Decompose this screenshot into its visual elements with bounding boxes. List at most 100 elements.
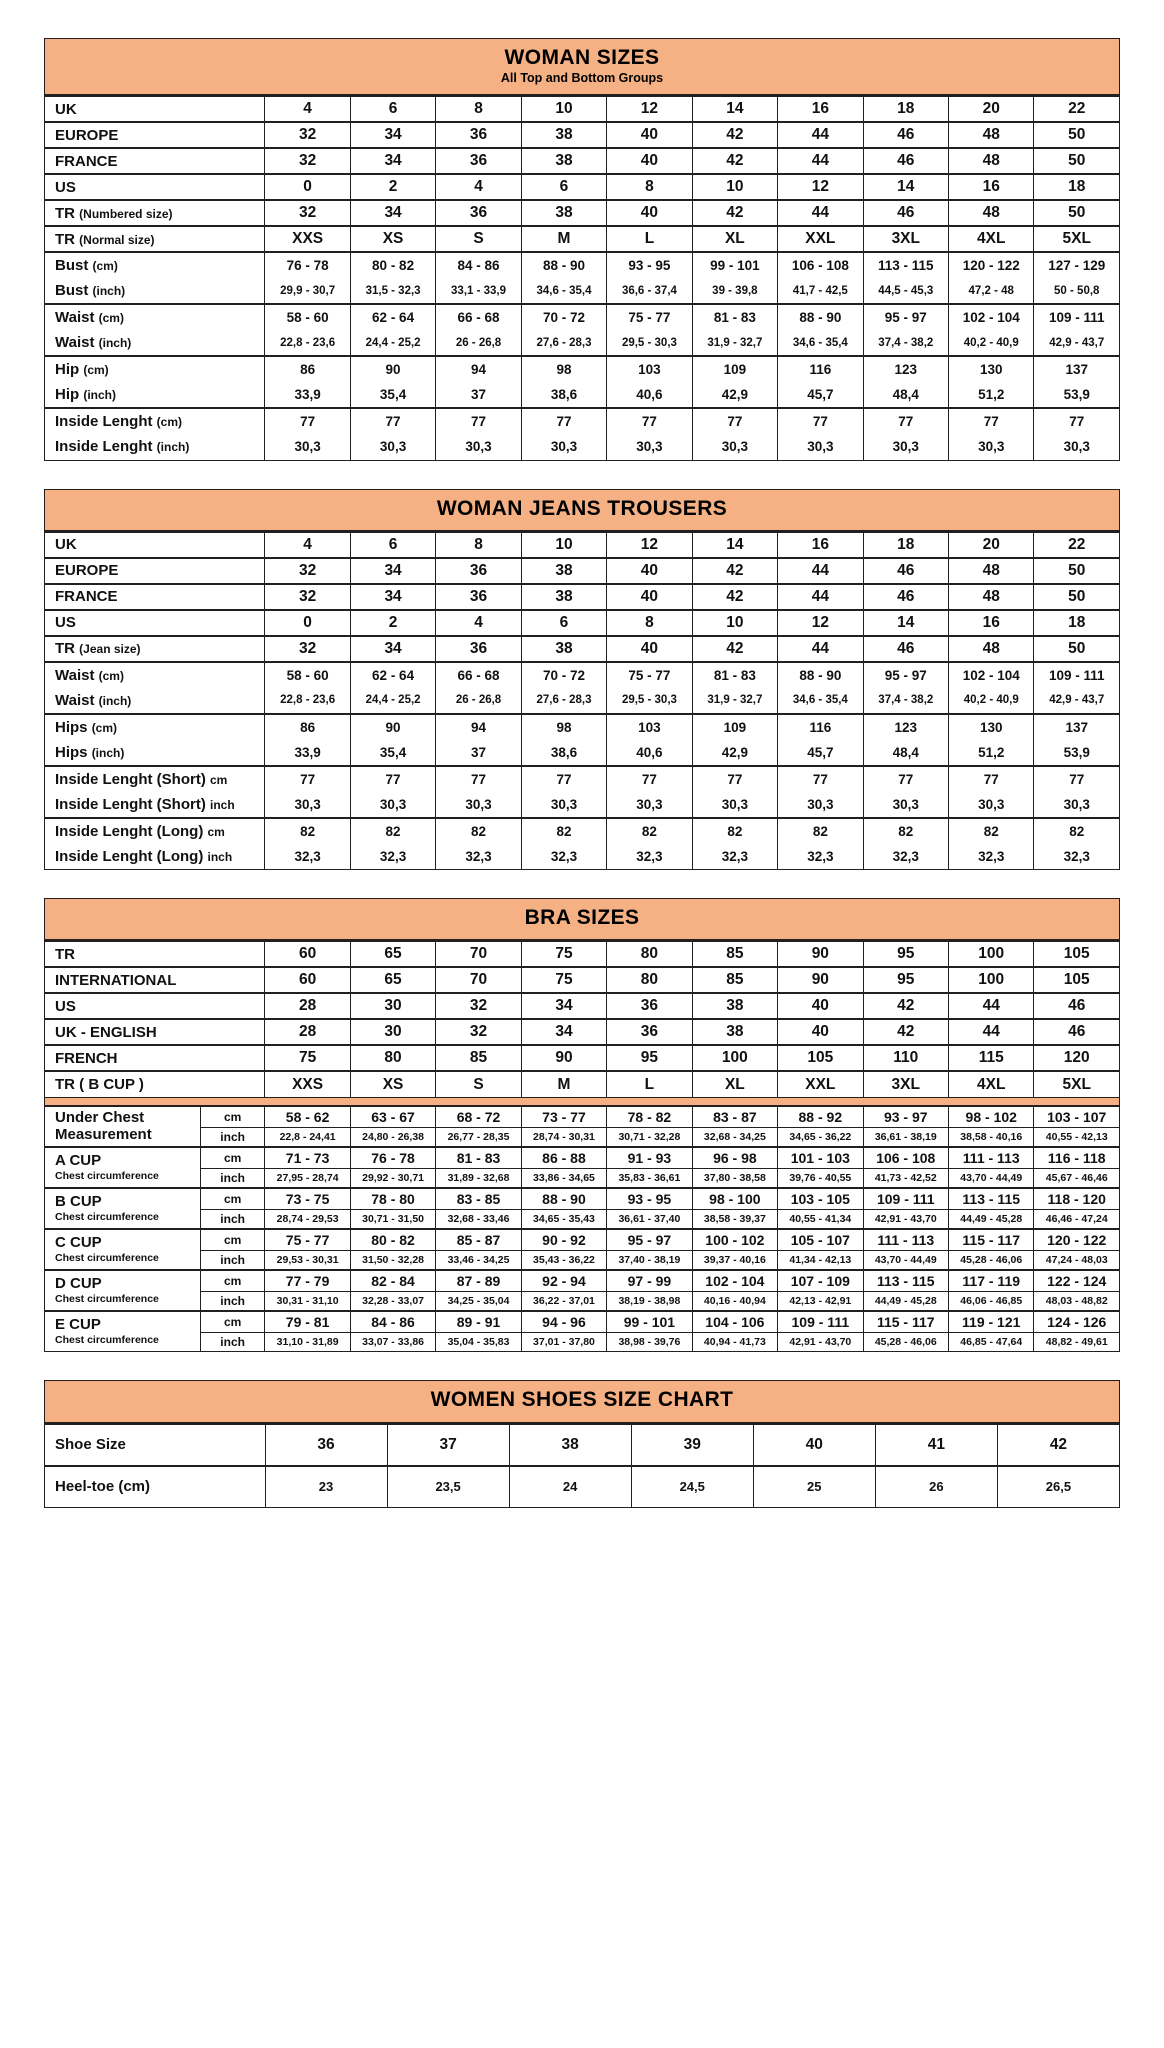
- table-cell: XS: [349, 1070, 437, 1098]
- table-cell: 12: [777, 608, 864, 637]
- table-cell: 47,24 - 48,03: [1033, 1250, 1120, 1271]
- table-cell: 65: [349, 940, 437, 968]
- table-cell: 77: [520, 407, 608, 435]
- row-label-text: Waist: [55, 309, 95, 327]
- row-label-text: Bust: [55, 257, 89, 275]
- table-cell: 32,3: [349, 843, 437, 871]
- row-label: Shoe Size: [44, 1422, 266, 1467]
- table-cell: XL: [691, 225, 779, 253]
- woman-jeans-title: WOMAN JEANS TROUSERS: [436, 496, 728, 520]
- table-cell: 87 - 89: [435, 1269, 522, 1293]
- table-cell: 80 - 82: [349, 251, 437, 279]
- cup-group-label-line1: D CUP: [55, 1275, 102, 1293]
- table-cell: 99 - 101: [606, 1310, 693, 1334]
- table-cell: 111 - 113: [947, 1146, 1035, 1170]
- bra-sizes-title-bar: BRA SIZES: [44, 898, 1120, 941]
- table-cell: 30,3: [264, 791, 351, 819]
- table-cell: 98 - 102: [947, 1105, 1035, 1129]
- table-cell: 37,01 - 37,80: [520, 1332, 608, 1353]
- table-cell: 42,91 - 43,70: [777, 1332, 864, 1353]
- table-cell: 36: [435, 199, 522, 227]
- table-cell: 103: [606, 355, 693, 383]
- table-cell: 32,3: [862, 843, 950, 871]
- table-cell: 40: [777, 1018, 864, 1046]
- table-cell: 42,91 - 43,70: [862, 1209, 950, 1230]
- table-cell: 83 - 87: [691, 1105, 779, 1129]
- table-cell: 48: [948, 634, 1035, 663]
- table-cell: 44: [777, 147, 864, 175]
- row-label: Inside Lenght (Short) cm: [43, 764, 266, 792]
- table-cell: 77: [777, 764, 864, 792]
- table-row: Waist (inch) 22,8 - 23,6 24,4 - 25,2 26 - 2…: [43, 687, 1120, 715]
- table-cell: 48: [948, 556, 1035, 585]
- row-label-text: Hip: [55, 386, 80, 404]
- table-row: TR 60 65 70 75 80 85 90 95 100 105: [43, 940, 1120, 968]
- table-cell: 85: [435, 1044, 522, 1072]
- table-cell: 42: [691, 147, 779, 175]
- table-cell: 50 - 50,8: [1033, 278, 1120, 305]
- table-cell: 6: [520, 608, 608, 637]
- table-cell: 120 - 122: [948, 251, 1035, 279]
- woman-jeans-trousers-block: WOMAN JEANS TROUSERS UK 4 6 8 10 12 14 16 18 20 22…: [43, 488, 1120, 871]
- table-row: TR (Jean size) 32 34 36 38 40 42 44 46 48 50: [43, 634, 1120, 663]
- table-row: inch 27,95 - 28,74 29,92 - 30,71 31,89 - 32…: [45, 1168, 1120, 1189]
- table-cell: 0: [264, 608, 351, 637]
- table-row: Hip (inch) 33,9 35,4 37 38,6 40,6 42,9 45,7 48,4…: [43, 382, 1120, 409]
- table-cell: 123: [862, 712, 950, 740]
- table-cell: 95: [606, 1044, 693, 1072]
- table-row: FRANCE 32 34 36 38 40 42 44 46 48 50: [43, 582, 1120, 611]
- table-cell: 25: [752, 1464, 876, 1509]
- table-cell: 34: [349, 147, 437, 175]
- table-cell: 32,3: [435, 843, 522, 871]
- table-cell: 26 - 26,8: [435, 330, 522, 357]
- table-cell: 103: [606, 712, 693, 740]
- table-cell: 46: [1033, 1018, 1120, 1046]
- woman-sizes-block: WOMAN SIZES All Top and Bottom Groups UK…: [43, 38, 1120, 461]
- table-cell: XXS: [264, 225, 351, 253]
- table-row: inch 29,53 - 30,31 31,50 - 32,28 33,46 - 34…: [45, 1250, 1120, 1271]
- row-label-unit: (inch): [156, 440, 190, 455]
- table-cell: 104 - 106: [691, 1310, 779, 1334]
- table-cell: 8: [435, 530, 522, 559]
- table-cell: 18: [1033, 173, 1120, 201]
- table-cell: 23,5: [386, 1464, 510, 1509]
- table-cell: 39 - 39,8: [691, 278, 779, 305]
- table-cell: 103 - 105: [777, 1187, 864, 1211]
- table-cell: 36: [606, 992, 693, 1020]
- table-cell: 28,74 - 30,31: [520, 1127, 608, 1148]
- table-cell: 70 - 72: [520, 303, 608, 331]
- table-cell: 46: [862, 121, 950, 149]
- table-cell: 6: [349, 530, 437, 559]
- table-cell: 66 - 68: [435, 660, 522, 688]
- table-cell: 24,5: [630, 1464, 754, 1509]
- cup-group-label-line1: B CUP: [55, 1193, 102, 1211]
- table-cell: 36,22 - 37,01: [520, 1291, 608, 1312]
- table-cell: 90: [349, 355, 437, 383]
- table-cell: 20: [948, 95, 1035, 123]
- table-row: TR (Numbered size) 32 34 36 38 40 42 44 46 48 50: [43, 199, 1120, 227]
- table-cell: 24,80 - 26,38: [349, 1127, 437, 1148]
- table-cell: 35,4: [349, 739, 437, 767]
- table-cell: 115 - 117: [862, 1310, 950, 1334]
- table-cell: 120: [1033, 1044, 1120, 1072]
- table-cell: 100: [947, 940, 1035, 968]
- row-label-unit: (inch): [98, 693, 132, 708]
- row-label: US: [43, 992, 266, 1020]
- row-label-text: Bust: [55, 282, 89, 300]
- table-cell: 88 - 90: [777, 303, 864, 331]
- cup-group-label: A CUP Chest circumference: [44, 1146, 201, 1189]
- unit-cell: inch: [199, 1250, 266, 1271]
- row-label: Bust (inch): [43, 278, 266, 305]
- row-label: Inside Lenght (cm): [43, 407, 266, 435]
- table-cell: 30,3: [349, 791, 437, 819]
- table-cell: 76 - 78: [349, 1146, 437, 1170]
- table-cell: 26 - 26,8: [435, 687, 522, 715]
- table-cell: 77: [691, 407, 779, 435]
- row-label: Inside Lenght (Long) inch: [43, 843, 266, 871]
- table-cell: 77: [862, 764, 950, 792]
- table-cell: 60: [264, 940, 351, 968]
- table-cell: 93 - 95: [606, 1187, 693, 1211]
- table-cell: 46,46 - 47,24: [1033, 1209, 1120, 1230]
- table-cell: XXL: [777, 1070, 864, 1098]
- table-cell: 40,6: [606, 382, 693, 409]
